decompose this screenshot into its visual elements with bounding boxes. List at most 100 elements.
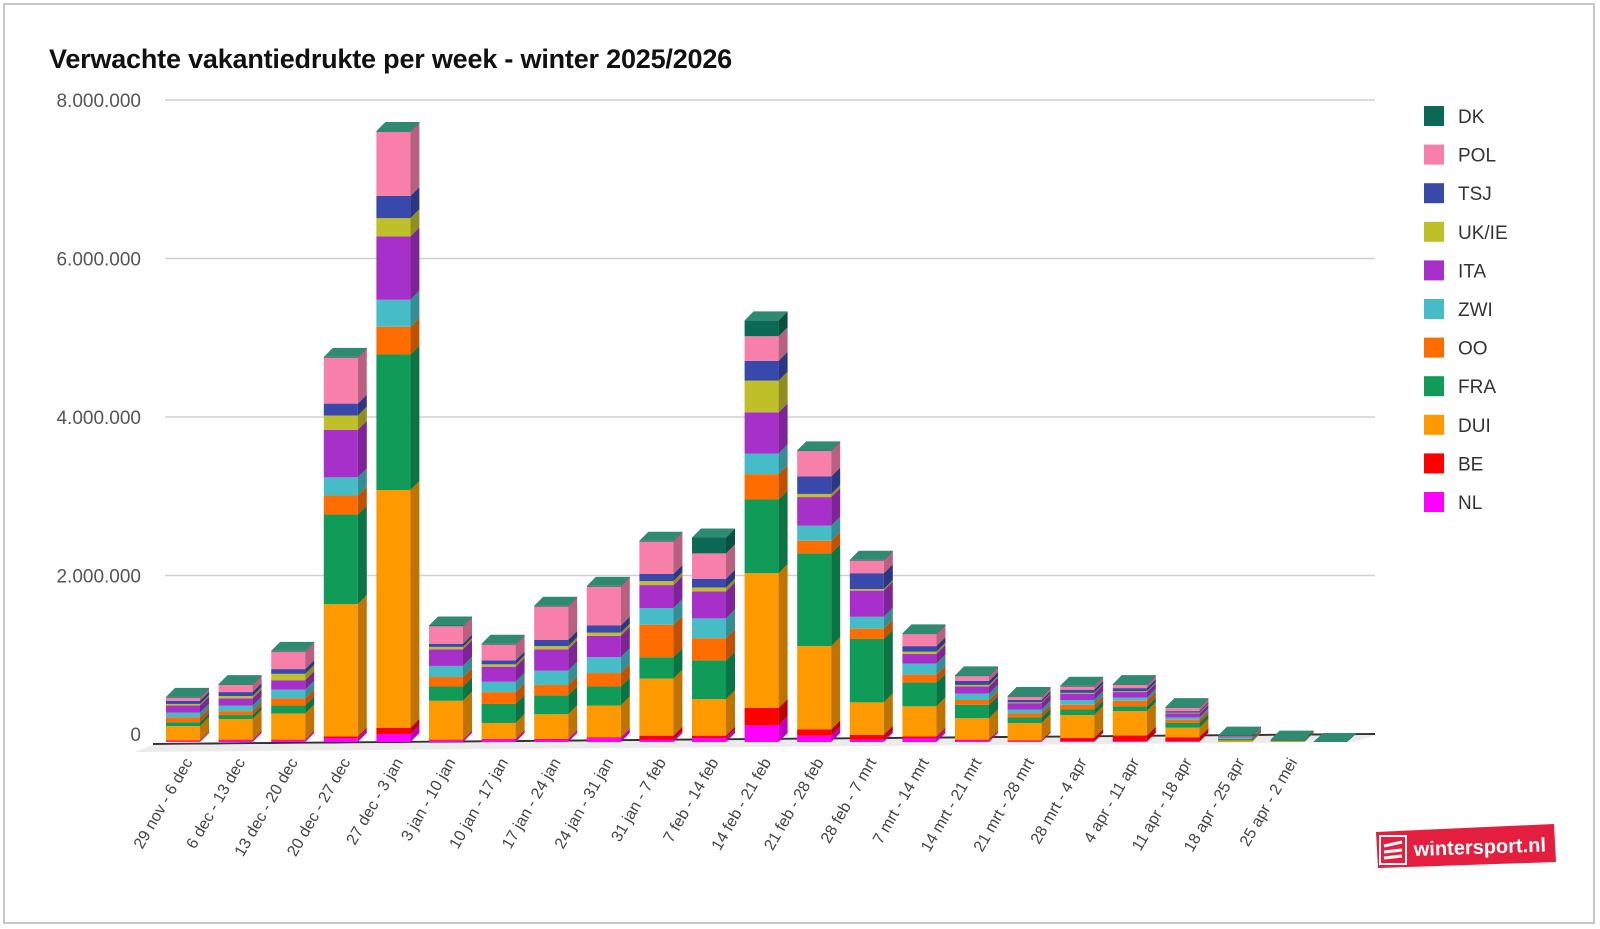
bar-top [849, 550, 893, 560]
legend-swatch [1424, 492, 1444, 512]
bar-segment-side [673, 599, 683, 625]
bar-segment-dk [849, 559, 884, 561]
x-tick-label: 24 jan - 31 jan [552, 756, 617, 852]
legend-item[interactable]: OO [1424, 337, 1488, 360]
bar-segment-uk-ie [166, 703, 200, 706]
bar-segment-ita [218, 698, 253, 706]
bar-segment-side [252, 706, 262, 720]
legend-item[interactable]: TSJ [1424, 183, 1492, 205]
bar-segment-uk-ie [534, 646, 569, 650]
legend-swatch [1424, 453, 1444, 474]
bar-segment-side [726, 528, 735, 554]
legend-label: FRA [1458, 377, 1496, 398]
bar-stack [429, 616, 472, 742]
legend-item[interactable]: DK [1424, 106, 1485, 128]
bar-segment-side [1041, 687, 1051, 700]
bar-segment-side [778, 465, 788, 500]
bar-segment-side [463, 637, 472, 650]
bar-segment-side [1094, 729, 1104, 742]
bar-segment-side [410, 725, 420, 742]
bar-segment-dui [955, 718, 989, 740]
bar-segment-be [429, 739, 463, 741]
bar-segment-side [726, 569, 735, 588]
y-tick-label: 2.000.000 [56, 567, 141, 588]
bar-segment-be [1007, 740, 1042, 742]
bar-segment-side [200, 732, 209, 742]
bar-segment-side [620, 729, 630, 742]
x-tick-label: 28 mrt - 4 apr [1028, 755, 1091, 847]
bar-segment-nl [1165, 741, 1200, 742]
bar-segment-ita [481, 666, 516, 682]
legend-item[interactable]: BE [1424, 453, 1483, 475]
bar-segment-side [463, 617, 472, 644]
bar-top [955, 666, 998, 676]
bar-segment-side [1199, 732, 1209, 742]
bar-segment-side [1304, 731, 1314, 742]
bar-segment-side [410, 122, 420, 196]
bar-stack [218, 675, 262, 742]
bar-segment-side [726, 651, 735, 700]
bar-segment-dk [166, 696, 200, 698]
bar-segment-side [620, 696, 630, 738]
legend-item[interactable]: UK/IE [1424, 221, 1508, 244]
bar-segment-zwi [955, 693, 989, 700]
bar-segment-ita [1165, 713, 1200, 718]
y-tick-label: 4.000.000 [56, 408, 141, 429]
legend-item[interactable]: DUI [1424, 414, 1491, 437]
bar-segment-oo [902, 674, 937, 683]
legend-label: BE [1458, 454, 1483, 475]
wintersport-logo[interactable]: wintersport.nl [1376, 824, 1556, 868]
bar-segment-side [463, 691, 472, 740]
legend-label: DK [1458, 107, 1485, 128]
bar-segment-side [252, 687, 262, 699]
bar-segment-side [1199, 698, 1209, 708]
legend-item[interactable]: ZWI [1424, 299, 1493, 321]
bar-segment-side [778, 403, 788, 454]
bar-segment-be [1112, 735, 1147, 742]
legend-item[interactable]: POL [1424, 144, 1496, 167]
bar-segment-side [357, 595, 367, 737]
bar-segment-side [673, 615, 683, 658]
bar-segment-side [252, 731, 262, 742]
bar-segment-side [726, 726, 735, 739]
bar-segment-side [1094, 695, 1104, 710]
bar-segment-side [463, 677, 472, 701]
legend-label: UK/IE [1458, 223, 1508, 244]
bar-segment-side [568, 705, 578, 739]
bar-segment-nl [849, 739, 884, 742]
bar-segment-uk-ie [955, 684, 989, 687]
legend-item[interactable]: NL [1424, 492, 1482, 514]
bar-segment-side [726, 544, 735, 579]
bar-top [1270, 730, 1314, 740]
bar-segment-ita [902, 654, 937, 664]
bar-stack [744, 311, 788, 742]
legend-label: TSJ [1458, 184, 1492, 205]
bar-top [166, 687, 209, 697]
bar-segment-side [1252, 729, 1261, 741]
bar-segment-tsj [323, 403, 358, 416]
bar-segment-nl [376, 734, 411, 742]
bar-segment-zwi [1007, 709, 1042, 714]
bar-segment-side [357, 505, 367, 605]
bar-segment-side [252, 689, 262, 706]
bar-segment-tsj [692, 578, 726, 588]
legend-item[interactable]: FRA [1424, 376, 1496, 398]
bar-segment-pol [429, 626, 463, 644]
bar-segment-uk-ie [429, 646, 463, 650]
bar-segment-dui [534, 714, 569, 739]
bar-segment-side [673, 532, 683, 574]
bar-segment-side [726, 578, 735, 592]
bar-segment-side [831, 441, 841, 452]
bar-segment-side [1199, 703, 1209, 714]
bar-segment-oo [166, 717, 200, 723]
legend-item[interactable]: ITA [1424, 260, 1486, 282]
bar-segment-side [568, 661, 578, 685]
bar-segment-be [639, 735, 674, 740]
bar-segment-tsj [1165, 711, 1200, 713]
bar-top [692, 528, 735, 538]
bar-segment-nl [534, 739, 569, 742]
bar-segment-side [252, 675, 262, 685]
bar-stack [1007, 687, 1051, 742]
bar-segment-side [1304, 732, 1314, 742]
bar-segment-tsj [376, 195, 411, 219]
